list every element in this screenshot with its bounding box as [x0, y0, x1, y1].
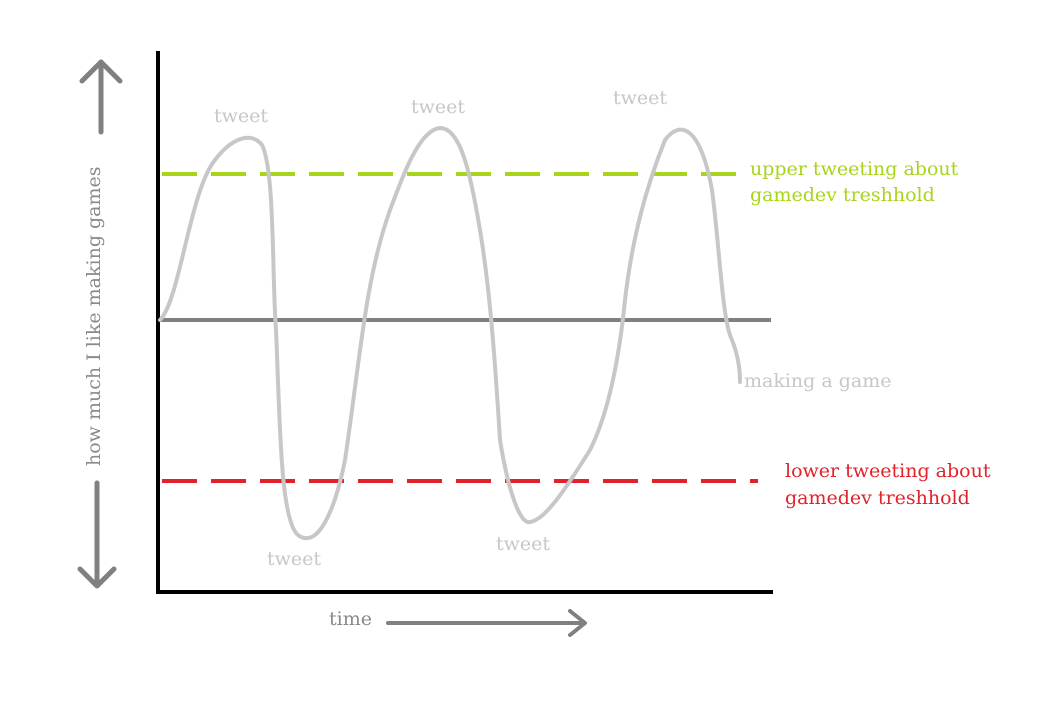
enthusiasm-curve — [158, 126, 742, 540]
tweet-label-peak-2: tweet — [411, 96, 466, 118]
making-a-game-label: making a game — [744, 370, 892, 392]
tweet-label-trough-1: tweet — [267, 548, 322, 570]
upper-threshold-label-line-2: gamedev treshhold — [750, 184, 935, 206]
upper-threshold-label-line-1: upper tweeting about — [750, 158, 959, 180]
y-axis-label: how much I like making games — [83, 166, 105, 466]
y-axis-arrow-icon — [77, 59, 123, 589]
tweet-label-peak-1: tweet — [214, 105, 269, 127]
x-axis-label: time — [329, 608, 372, 630]
tweet-label-trough-2: tweet — [496, 533, 551, 555]
tweet-label-peak-3: tweet — [613, 87, 668, 109]
x-axis-arrow-icon — [386, 609, 587, 637]
chart-axes — [156, 51, 773, 594]
lower-threshold-label-line-2: gamedev treshhold — [785, 487, 970, 509]
lower-threshold-label-line-1: lower tweeting about — [785, 460, 991, 482]
